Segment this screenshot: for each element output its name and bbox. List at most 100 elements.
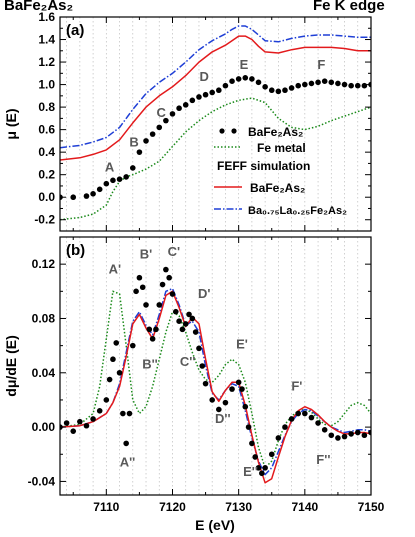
feature-label: B'' <box>142 357 158 372</box>
data-point <box>249 440 255 447</box>
series-a-ba0-75la0-25fe2as2-line <box>60 25 371 149</box>
data-point <box>169 291 176 297</box>
data-point <box>361 82 368 89</box>
data-point <box>103 397 110 403</box>
data-point <box>328 432 335 439</box>
data-point <box>335 435 341 441</box>
y-tick-label: 1.2 <box>38 55 55 69</box>
data-point <box>196 345 202 352</box>
data-point <box>139 284 146 291</box>
legend-entry-bafe2as2-feff: BaFe₂As₂ <box>250 181 305 195</box>
data-point <box>202 91 209 98</box>
data-point <box>103 180 110 187</box>
y-tick-label: -0.2 <box>34 213 55 227</box>
data-point <box>136 274 143 281</box>
x-tick-label: 7120 <box>159 500 186 514</box>
data-point <box>295 410 302 417</box>
feature-label: A <box>105 159 115 174</box>
panel-a-grid <box>66 17 359 231</box>
legend-dots-marker <box>219 128 225 134</box>
data-point <box>239 386 245 392</box>
panel-b-label: (b) <box>66 242 85 259</box>
data-point <box>116 369 123 376</box>
feature-label: B <box>129 135 138 150</box>
data-point <box>348 82 354 89</box>
data-point <box>126 410 133 417</box>
feature-label: F' <box>291 378 302 393</box>
x-tick-label: 7130 <box>225 500 252 514</box>
data-point <box>163 117 169 124</box>
data-point <box>163 266 169 273</box>
legend-dots-marker <box>231 128 237 134</box>
series-b-bafe2as2 <box>60 266 371 477</box>
feature-label: C'' <box>180 354 196 369</box>
panel-b-series <box>60 266 371 484</box>
data-point <box>216 406 222 413</box>
data-point <box>90 191 96 197</box>
panel-a-frame <box>59 16 372 232</box>
data-point <box>146 326 153 333</box>
panel-a-ticks: -0.2 0.0 0.2 0.4 0.6 0.8 1.0 1.2 1.4 1.6 <box>34 10 372 231</box>
panel-b-ticks: 7110 7120 7130 7140 7150 -0.04 0.00 0.04 0.08 0.1… <box>28 237 385 514</box>
data-point <box>70 194 77 201</box>
data-point <box>199 363 206 369</box>
data-point <box>96 408 103 414</box>
data-point <box>202 380 209 387</box>
feature-label: D'' <box>215 411 231 426</box>
data-point <box>123 174 129 180</box>
feature-label: C' <box>168 244 180 259</box>
data-point <box>159 281 166 288</box>
data-point <box>113 340 120 346</box>
data-point <box>133 288 139 295</box>
data-point <box>186 311 192 318</box>
data-point <box>235 379 242 386</box>
legend-entry-fe-metal: Fe metal <box>257 141 306 155</box>
data-point <box>282 424 288 430</box>
feature-label: B' <box>140 247 152 262</box>
data-point <box>335 80 341 87</box>
feature-label: D' <box>198 286 210 301</box>
data-point <box>222 82 229 89</box>
data-point <box>245 424 252 430</box>
data-point <box>77 418 83 425</box>
data-point <box>149 336 156 342</box>
panel-b-ylabel: dμ/dE (E) <box>3 335 19 396</box>
data-point <box>262 84 268 90</box>
legend: BaFe₂As₂ Fe metal FEFF simulation BaFe₂A… <box>214 125 347 217</box>
data-point <box>123 440 129 447</box>
panel-a-series <box>60 25 371 221</box>
y-tick-label: 0.12 <box>32 257 56 271</box>
data-point <box>321 78 328 84</box>
data-point <box>189 97 196 104</box>
data-point <box>361 432 368 439</box>
data-point <box>255 465 262 471</box>
data-point <box>149 131 156 137</box>
data-point <box>295 82 302 89</box>
data-point <box>176 105 182 112</box>
legend-entry-ba-la: Ba₀.₇₅La₀.₂₅Fe₂As₂ <box>248 205 347 217</box>
data-point <box>348 431 354 437</box>
data-point <box>192 329 199 335</box>
legend-heading-feff: FEFF simulation <box>217 159 310 173</box>
data-point <box>354 429 361 436</box>
panel-b: 7110 7120 7130 7140 7150 -0.04 0.00 0.04 0.08 0.1… <box>3 236 385 533</box>
data-point <box>368 429 371 436</box>
data-point <box>262 465 268 471</box>
data-point <box>229 78 235 84</box>
series-b-bafe2as2-feff--line <box>60 290 371 484</box>
series-b-fe-metal-line <box>60 290 371 469</box>
data-point <box>96 186 103 193</box>
feature-label: A' <box>109 262 121 277</box>
data-point <box>288 85 295 91</box>
data-point <box>216 87 222 94</box>
feature-label: D <box>200 69 209 84</box>
data-point <box>176 318 182 324</box>
data-point <box>268 87 275 94</box>
data-point <box>179 326 186 333</box>
panel-b-annotations: A' B' C' D' E' F' A'' B'' C'' D'' E'' F'' <box>109 244 331 479</box>
header-right-title: Fe K edge <box>313 0 385 14</box>
panel-a-annotations: AB C D E F <box>105 57 325 174</box>
data-point <box>143 138 149 144</box>
y-tick-label: 0.8 <box>38 100 55 114</box>
